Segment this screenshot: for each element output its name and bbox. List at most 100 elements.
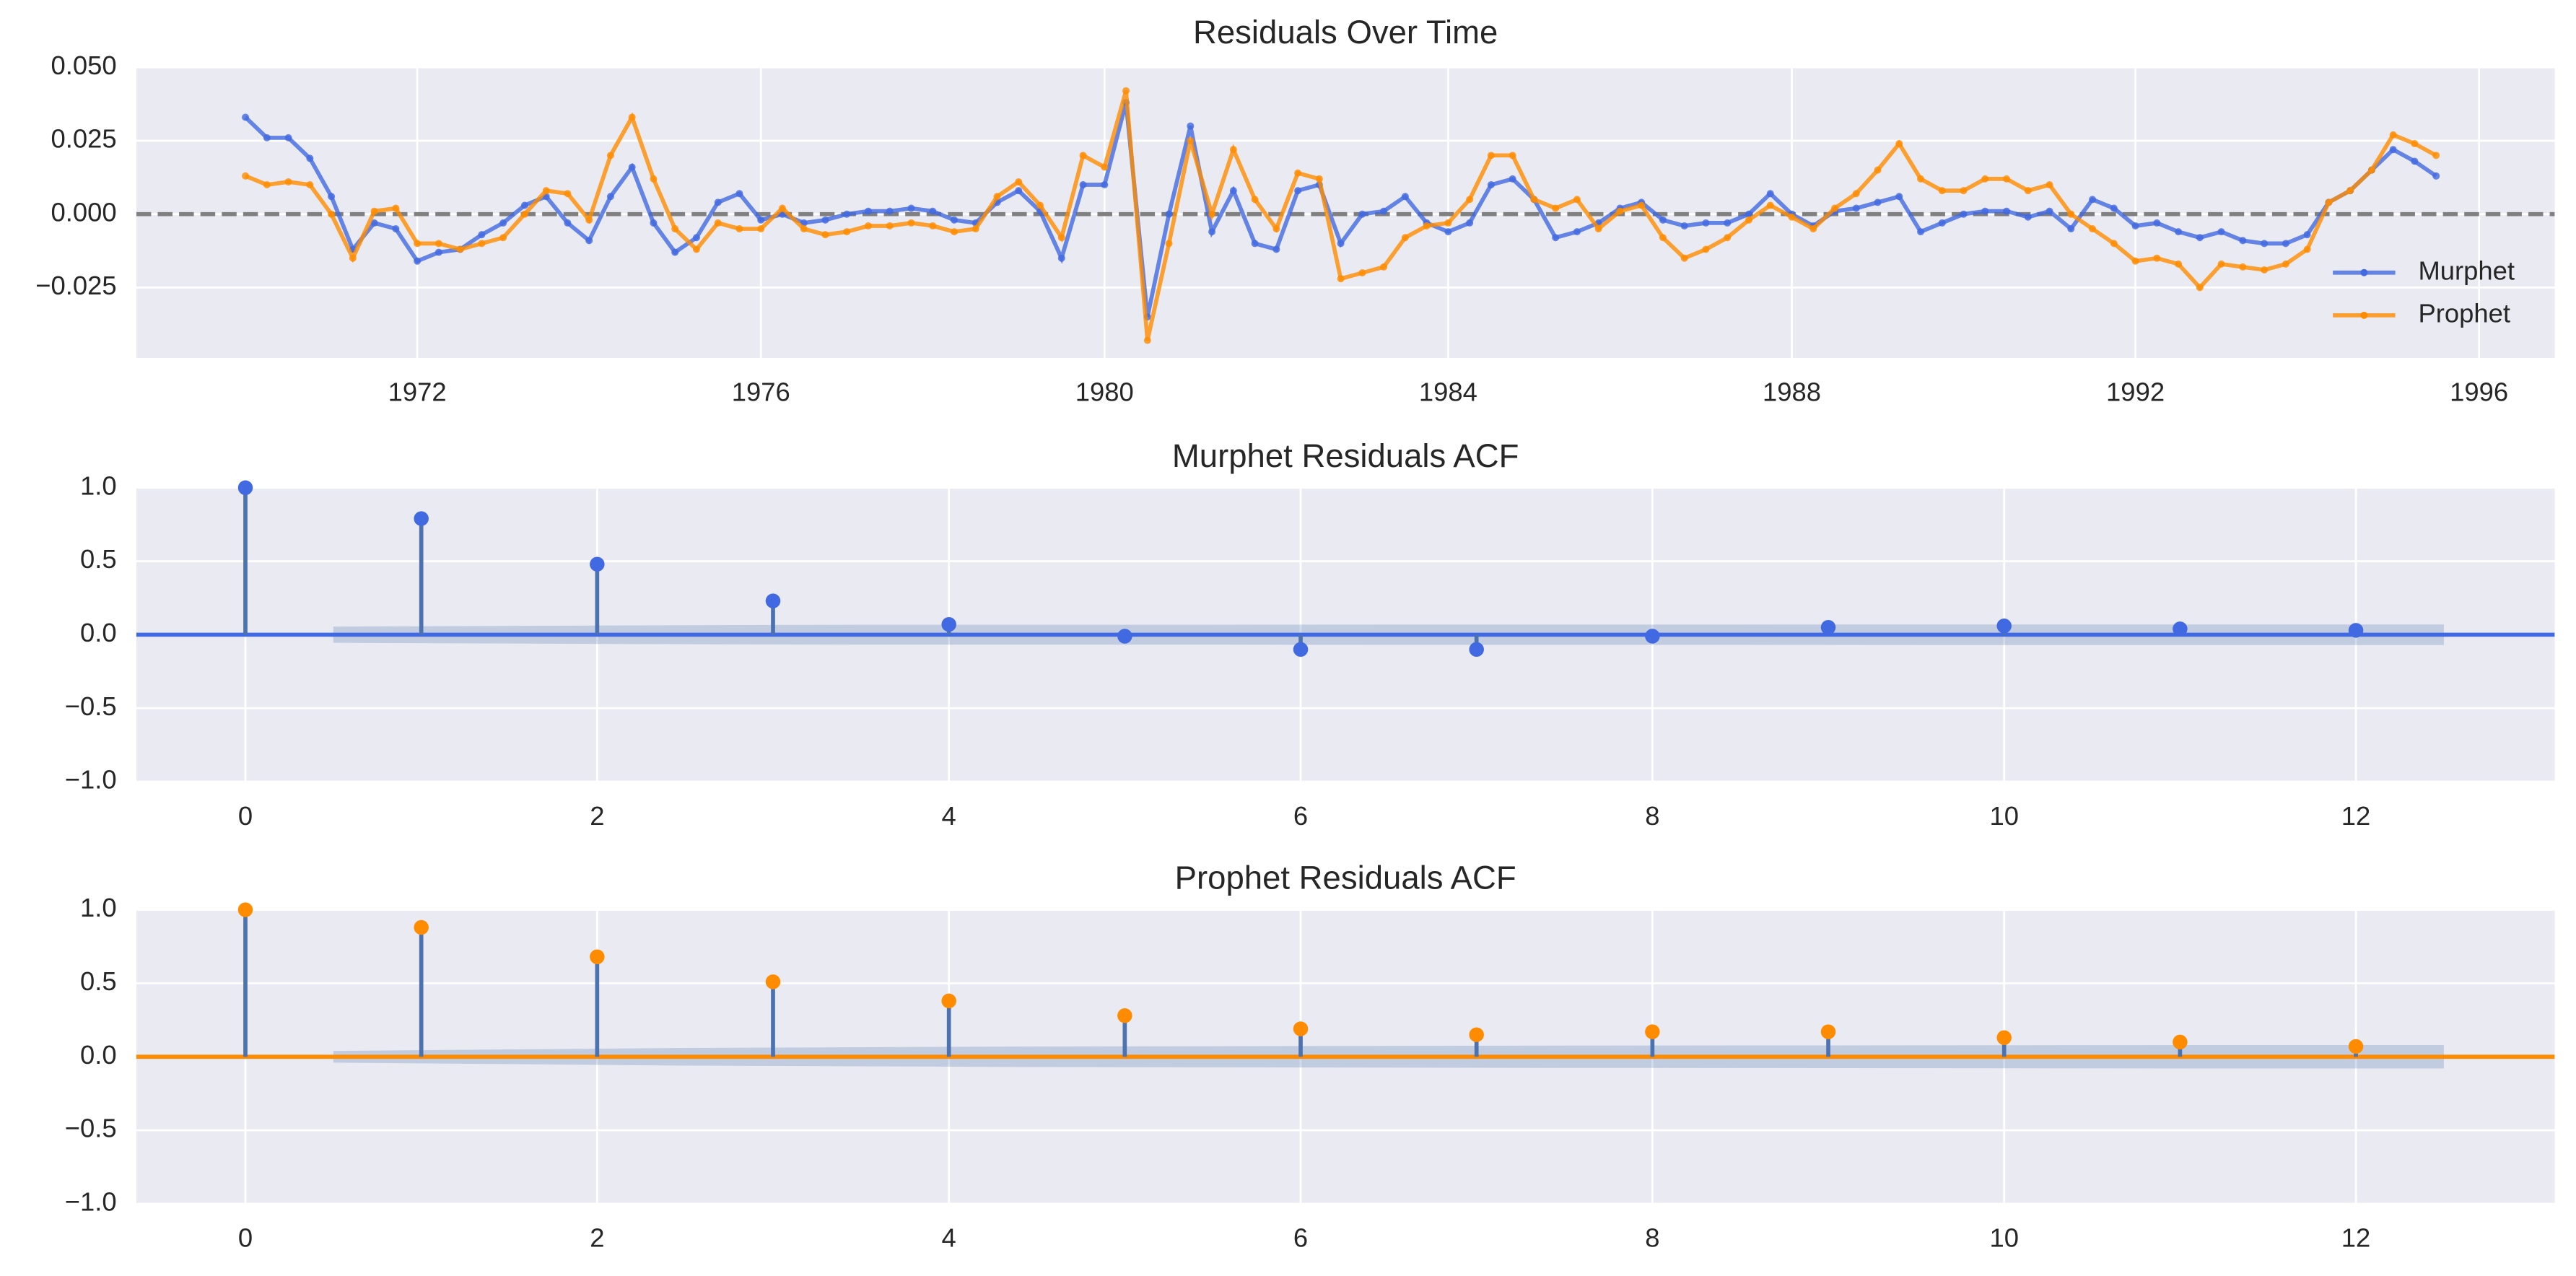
point [606,152,614,160]
point [1788,213,1796,221]
point [1702,245,1710,253]
point [1981,207,1989,215]
point [542,187,550,195]
point [456,245,464,253]
x-tick-label: 6 [1293,1223,1308,1253]
point [2131,222,2139,230]
point [1745,216,1752,224]
point [2346,187,2354,195]
x-tick-label: 2 [590,1223,604,1253]
point [1358,269,1366,277]
point [2196,234,2204,242]
x-tick-label: 0 [238,1223,253,1253]
y-tick-label: −0.5 [65,1114,117,1143]
y-tick-label: 0.050 [51,51,116,80]
point [1315,175,1323,183]
point [1702,219,1710,227]
point [2303,231,2311,239]
y-tick-label: 0.5 [80,544,117,574]
point [1187,122,1195,130]
point [2045,181,2053,189]
point [2389,146,2397,154]
stem-marker [414,511,429,526]
stem-marker [2348,1039,2364,1054]
point [263,181,271,189]
point [499,219,507,227]
stem-marker [1469,1027,1484,1042]
point [2153,219,2161,227]
point [585,216,593,224]
x-tick-label: 12 [2341,801,2371,831]
point [1401,193,1409,201]
point [1552,204,1560,212]
point [1594,225,1602,233]
point [1917,228,1925,236]
chart-title: Residuals Over Time [1193,14,1498,51]
point [2196,284,2204,292]
y-tick-label: 0.0 [80,1040,117,1070]
point [2089,225,2097,233]
point [2175,260,2183,268]
point [2045,207,2053,215]
point [520,210,528,218]
point [2153,254,2161,262]
point [1272,225,1280,233]
point [1337,275,1345,283]
point [843,210,851,218]
point [2217,228,2225,236]
stem-marker [2173,621,2188,637]
y-tick-label: 0.5 [80,966,117,996]
point [1444,219,1452,227]
point [392,204,400,212]
stem-marker [941,993,956,1009]
x-tick-label: 1980 [1075,377,1134,407]
point [1852,190,1860,198]
point [1294,169,1302,177]
x-tick-label: 2 [590,801,604,831]
point [1294,187,1302,195]
point [1680,254,1688,262]
point [757,225,765,233]
y-tick-label: −0.5 [65,691,117,721]
point [2003,207,2011,215]
point [2089,196,2097,204]
point [2110,240,2118,248]
panel: Residuals Over Time 0.050 0.025 0.000 −0.025… [35,14,2555,407]
stem-marker [414,919,429,935]
point [821,216,829,224]
point [671,225,679,233]
stem-marker [1996,1030,2012,1045]
point [2239,237,2247,245]
point [2432,172,2440,180]
point [864,222,873,230]
point [951,228,959,236]
x-tick-label: 0 [238,801,253,831]
point [1680,222,1688,230]
point [1830,204,1839,212]
point [692,245,700,253]
chart-title: Prophet Residuals ACF [1175,860,1516,896]
point [499,234,507,242]
point [242,172,250,180]
point [1487,152,1495,160]
point [1938,187,1946,195]
stem-marker [941,616,956,632]
point [478,231,486,239]
point [1057,234,1065,242]
point [1229,146,1237,154]
point [2411,140,2419,148]
y-tick-label: 1.0 [80,471,117,500]
point [2067,210,2075,218]
legend-marker [2360,268,2368,276]
x-tick-label: 4 [942,801,956,831]
x-tick-label: 8 [1645,1223,1659,1253]
point [2131,257,2139,265]
point [1444,228,1452,236]
stem-marker [2348,623,2364,638]
stem-marker [2173,1034,2188,1050]
point [1659,234,1667,242]
point [2282,240,2289,248]
point [1895,193,1903,201]
point [1809,225,1817,233]
point [1659,216,1667,224]
